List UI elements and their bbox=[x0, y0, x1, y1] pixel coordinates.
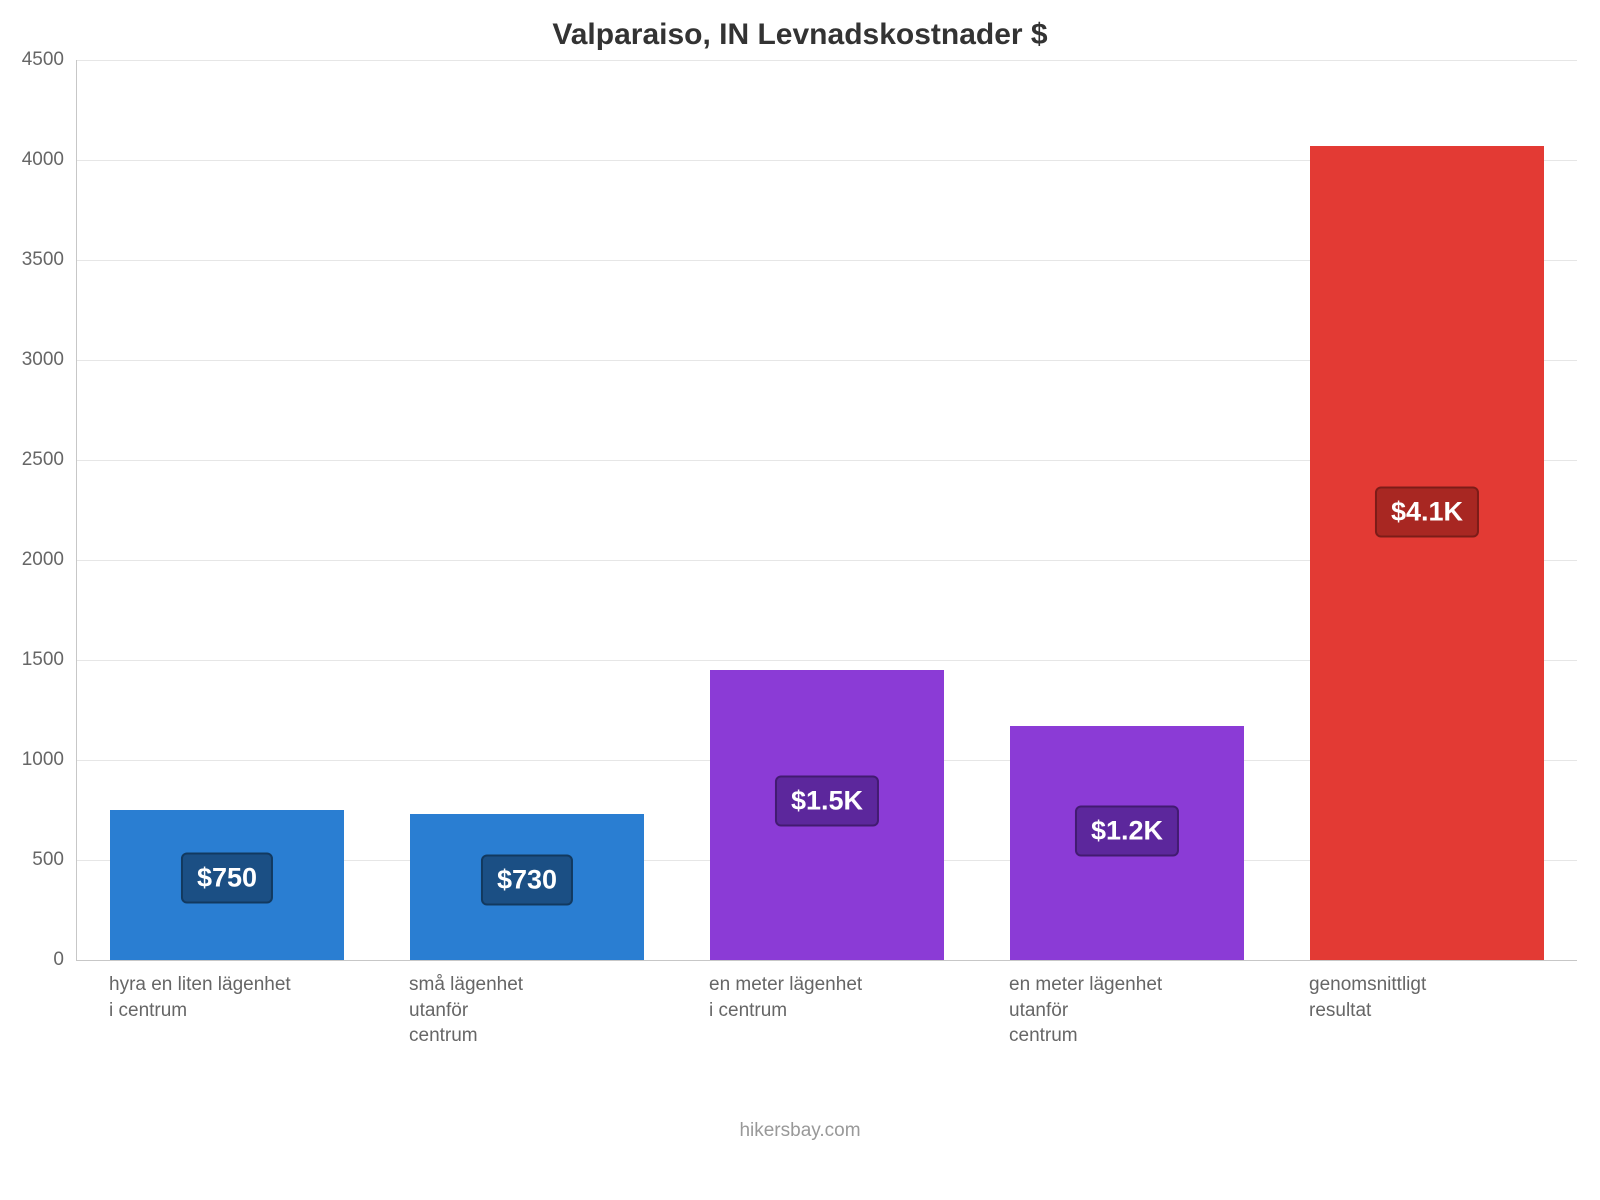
x-tick-label-line: i centrum bbox=[109, 998, 291, 1024]
bar-chart: Valparaiso, IN Levnadskostnader $ $750$7… bbox=[0, 0, 1600, 1200]
x-tick-label: en meter lägenheti centrum bbox=[709, 972, 862, 1023]
attribution: hikersbay.com bbox=[0, 1120, 1600, 1142]
x-tick-label: hyra en liten lägenheti centrum bbox=[109, 972, 291, 1023]
y-tick-label: 0 bbox=[0, 949, 64, 971]
y-tick-label: 4000 bbox=[0, 149, 64, 171]
y-tick-label: 3500 bbox=[0, 249, 64, 271]
y-tick-label: 2000 bbox=[0, 549, 64, 571]
x-tick-label-line: små lägenhet bbox=[409, 972, 523, 998]
y-tick-label: 500 bbox=[0, 849, 64, 871]
x-tick-label-line: utanför bbox=[409, 998, 523, 1024]
grid-line bbox=[77, 60, 1577, 61]
x-tick-label-line: centrum bbox=[1009, 1023, 1162, 1049]
y-tick-label: 1500 bbox=[0, 649, 64, 671]
x-tick-label-line: genomsnittligt bbox=[1309, 972, 1426, 998]
x-tick-label: en meter lägenhetutanförcentrum bbox=[1009, 972, 1162, 1049]
x-tick-label-line: i centrum bbox=[709, 998, 862, 1024]
y-tick-label: 4500 bbox=[0, 49, 64, 71]
bar-value-label: $4.1K bbox=[1375, 487, 1479, 538]
x-tick-label-line: hyra en liten lägenhet bbox=[109, 972, 291, 998]
y-tick-label: 3000 bbox=[0, 349, 64, 371]
x-tick-label-line: centrum bbox=[409, 1023, 523, 1049]
chart-title: Valparaiso, IN Levnadskostnader $ bbox=[0, 18, 1600, 52]
x-tick-label: genomsnittligtresultat bbox=[1309, 972, 1426, 1023]
bar-value-label: $750 bbox=[181, 852, 273, 903]
y-tick-label: 1000 bbox=[0, 749, 64, 771]
bar-value-label: $1.5K bbox=[775, 775, 879, 826]
bar bbox=[1310, 146, 1544, 960]
bar-value-label: $1.2K bbox=[1075, 806, 1179, 857]
x-tick-label: små lägenhetutanförcentrum bbox=[409, 972, 523, 1049]
x-tick-label-line: utanför bbox=[1009, 998, 1162, 1024]
x-tick-label-line: en meter lägenhet bbox=[709, 972, 862, 998]
x-tick-label-line: resultat bbox=[1309, 998, 1426, 1024]
y-tick-label: 2500 bbox=[0, 449, 64, 471]
x-tick-label-line: en meter lägenhet bbox=[1009, 972, 1162, 998]
bar-value-label: $730 bbox=[481, 854, 573, 905]
plot-area: $750 $730 $1.5K $1.2K $4.1K bbox=[76, 60, 1577, 961]
